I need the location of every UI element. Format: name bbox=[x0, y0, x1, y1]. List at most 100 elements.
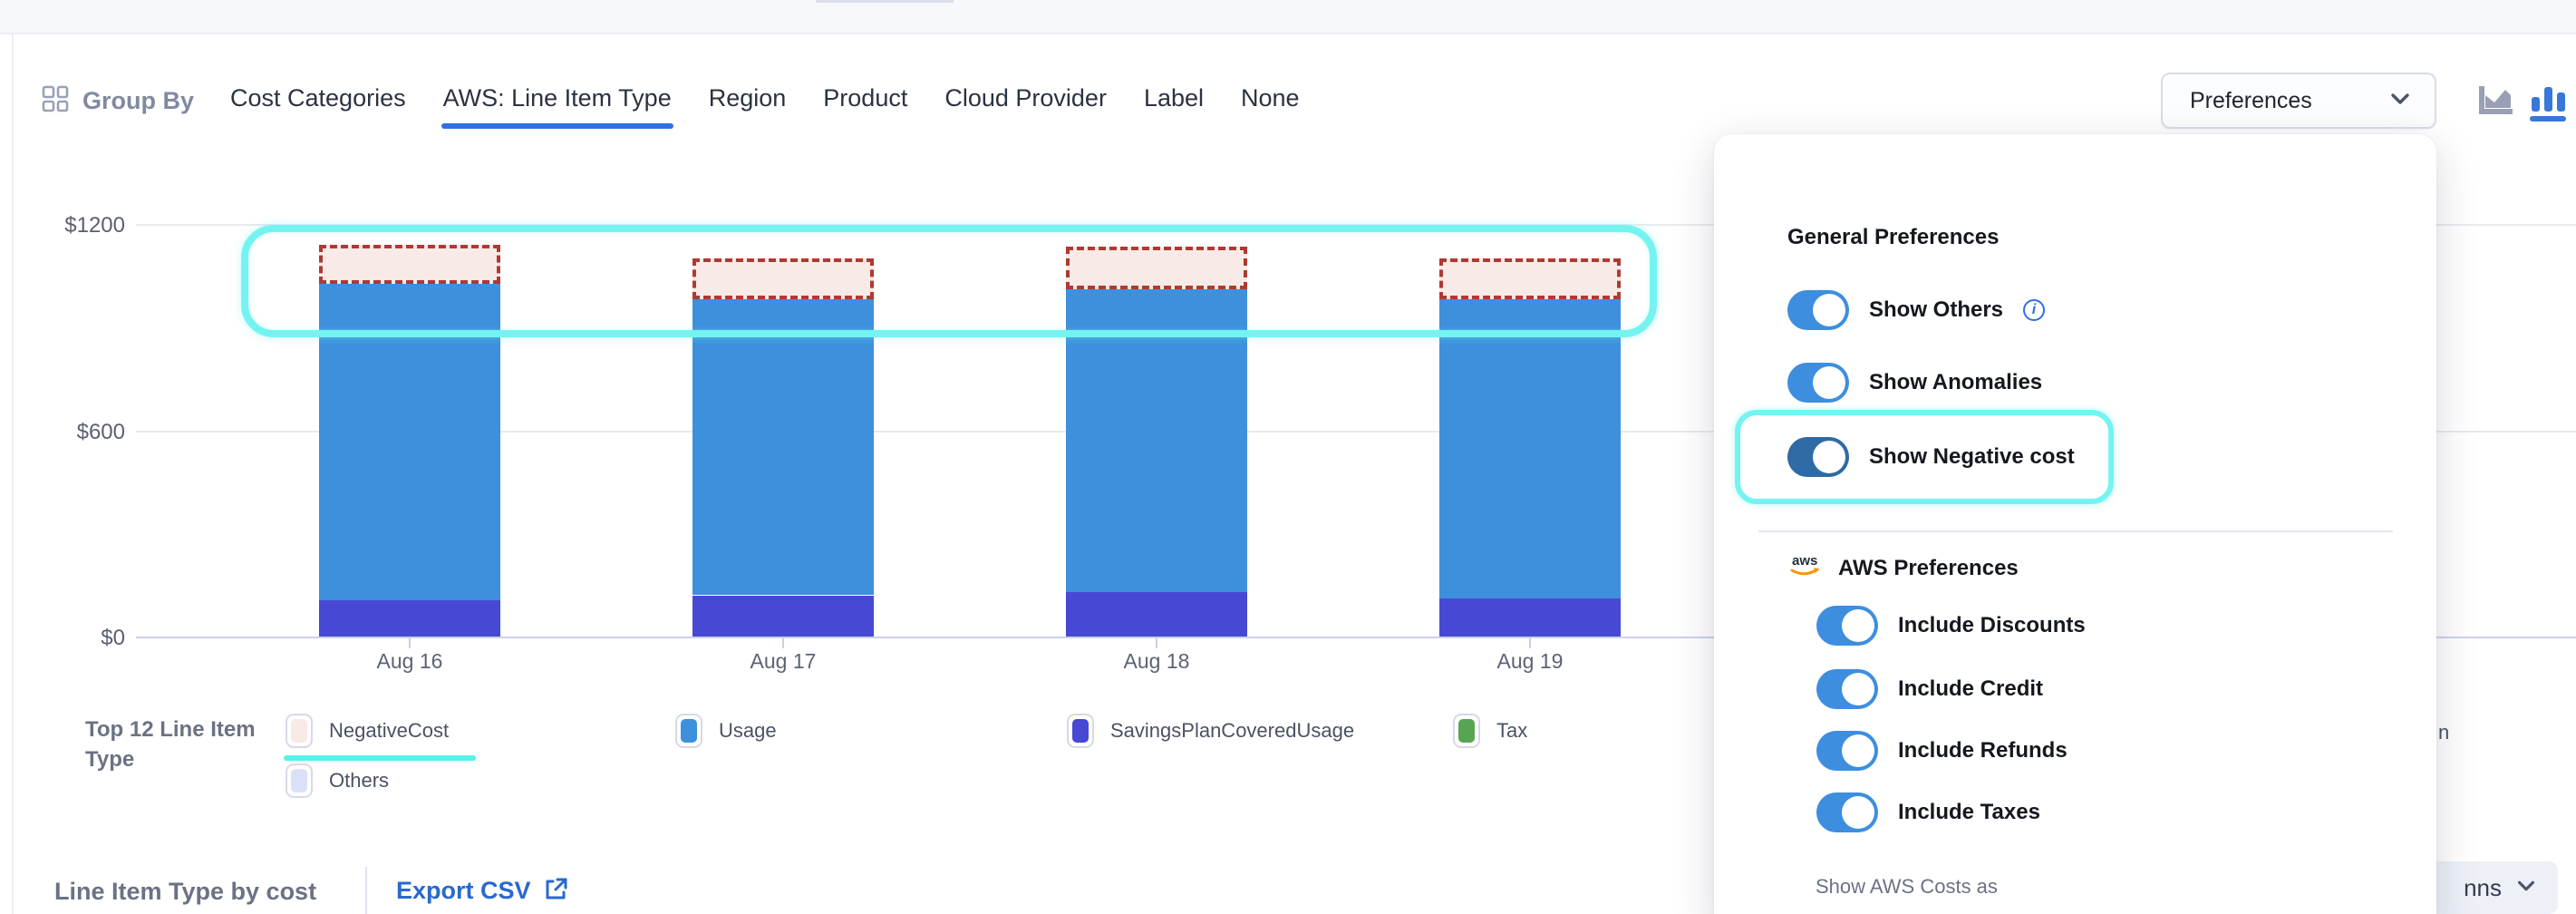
toggle-show-others[interactable] bbox=[1787, 290, 1849, 330]
toggle-label: Include Refunds bbox=[1898, 738, 2068, 763]
legend-item-label: Others bbox=[329, 769, 390, 792]
preferences-button-label: Preferences bbox=[2190, 87, 2312, 113]
legend-swatch bbox=[1067, 714, 1094, 748]
x-tick-label: Aug 19 bbox=[1496, 649, 1564, 673]
export-csv-label: Export CSV bbox=[396, 877, 531, 904]
preferences-panel: General Preferences Show Others i Show Ano… bbox=[1714, 134, 2436, 914]
grid-icon bbox=[41, 84, 70, 118]
legend-swatch-fill bbox=[1458, 719, 1475, 743]
bar-chart-icon[interactable] bbox=[2527, 81, 2569, 122]
bar-segment-negativecost[interactable] bbox=[1066, 246, 1247, 290]
group-by: Group By bbox=[41, 73, 194, 129]
tab-cost-categories[interactable]: Cost Categories bbox=[230, 83, 406, 112]
columns-button-label: nns bbox=[2464, 873, 2502, 901]
legend-item-savingsplancoveredusage[interactable]: SavingsPlanCoveredUsage bbox=[1067, 714, 1354, 748]
toggle-show-anomalies[interactable] bbox=[1787, 363, 1849, 403]
tab-none[interactable]: None bbox=[1241, 83, 1300, 112]
bar-segment-usage[interactable] bbox=[1066, 289, 1247, 592]
x-axis-line bbox=[136, 637, 2576, 638]
toggle-row-include-taxes: Include Taxes bbox=[1816, 792, 2040, 832]
legend-item-usage[interactable]: Usage bbox=[675, 714, 777, 748]
legend-item-others[interactable]: Others bbox=[286, 763, 389, 798]
gridline-600 bbox=[136, 431, 2576, 433]
tab-aws-line-item-type[interactable]: AWS: Line Item Type bbox=[441, 81, 673, 129]
bar-segment-savingsplancoveredusage[interactable] bbox=[319, 600, 500, 637]
legend-item-label: NegativeCost bbox=[329, 719, 450, 742]
x-axis-tick bbox=[782, 637, 784, 648]
x-axis-tick bbox=[1529, 637, 1531, 648]
tab-label[interactable]: Label bbox=[1143, 83, 1205, 112]
toggle-include-credit[interactable] bbox=[1816, 669, 1878, 709]
legend-swatch-fill bbox=[291, 769, 307, 792]
bar-segment-savingsplancoveredusage[interactable] bbox=[1066, 591, 1247, 637]
legend-swatch bbox=[1453, 714, 1480, 748]
toggle-label: Show Others bbox=[1869, 297, 2004, 322]
x-tick-label: Aug 18 bbox=[1123, 649, 1190, 673]
bar-segment-negativecost[interactable] bbox=[692, 258, 874, 300]
tab-cloud-provider[interactable]: Cloud Provider bbox=[944, 83, 1107, 112]
legend-item-negativecost[interactable]: NegativeCost bbox=[286, 714, 449, 748]
toggle-row-show-anomalies: Show Anomalies bbox=[1787, 363, 2042, 403]
external-link-icon bbox=[542, 875, 569, 907]
svg-text:aws: aws bbox=[1792, 553, 1817, 569]
legend-partial-item: n bbox=[2438, 721, 2450, 744]
legend-title: Top 12 Line Item Type bbox=[85, 717, 256, 772]
area-chart-icon[interactable] bbox=[2474, 81, 2516, 122]
legend-swatch bbox=[675, 714, 702, 748]
footer-divider bbox=[365, 867, 367, 914]
legend-item-label: SavingsPlanCoveredUsage bbox=[1110, 719, 1355, 742]
bar-segment-savingsplancoveredusage[interactable] bbox=[1439, 598, 1621, 637]
toggle-label: Show Negative cost bbox=[1869, 444, 2075, 469]
toggle-show-negative-cost[interactable] bbox=[1787, 437, 1849, 477]
tab-region[interactable]: Region bbox=[708, 83, 787, 112]
active-tab-underline bbox=[441, 122, 673, 129]
chevron-down-icon bbox=[2514, 874, 2538, 902]
y-tick-label-0: $0 bbox=[101, 626, 125, 650]
x-tick-label: Aug 17 bbox=[750, 649, 817, 673]
toggle-label: Show Anomalies bbox=[1869, 370, 2043, 394]
bar-segment-usage[interactable] bbox=[692, 299, 874, 596]
bar-segment-negativecost[interactable] bbox=[1439, 258, 1621, 300]
bar-segment-usage[interactable] bbox=[1439, 299, 1621, 599]
toggle-include-taxes[interactable] bbox=[1816, 792, 1878, 832]
card-left-border bbox=[12, 34, 14, 914]
preferences-button[interactable]: Preferences bbox=[2161, 73, 2436, 129]
toggle-label: Include Credit bbox=[1898, 676, 2044, 701]
chart-highlight-annotation bbox=[241, 225, 1657, 337]
toggle-include-discounts[interactable] bbox=[1816, 606, 1878, 646]
top-notch-line bbox=[816, 0, 954, 3]
toggle-label: Include Discounts bbox=[1898, 613, 2086, 637]
toggle-row-show-negative-cost: Show Negative cost bbox=[1787, 437, 2075, 477]
info-icon[interactable]: i bbox=[2023, 299, 2046, 321]
bar-segment-negativecost[interactable] bbox=[319, 244, 500, 285]
bar-segment-savingsplancoveredusage[interactable] bbox=[692, 595, 874, 637]
top-strip bbox=[0, 0, 2576, 34]
y-tick-label-1200: $1200 bbox=[64, 213, 125, 238]
legend-item-label: Usage bbox=[719, 719, 777, 742]
legend-swatch bbox=[286, 763, 313, 798]
legend-item-label: Tax bbox=[1496, 719, 1528, 742]
x-axis-tick bbox=[1156, 637, 1157, 648]
aws-logo-icon: aws bbox=[1787, 551, 1827, 585]
toggle-include-refunds[interactable] bbox=[1816, 731, 1878, 771]
group-by-label: Group By bbox=[82, 86, 195, 114]
legend-item-tax[interactable]: Tax bbox=[1453, 714, 1527, 748]
toggle-row-show-others: Show Others i bbox=[1787, 290, 2046, 330]
section-title: Line Item Type by cost bbox=[54, 878, 317, 905]
export-csv-link[interactable]: Export CSV bbox=[396, 875, 569, 907]
aws-preferences-header: aws AWS Preferences bbox=[1787, 551, 2019, 585]
legend-swatch-fill bbox=[1072, 719, 1089, 743]
chevron-down-icon bbox=[2387, 86, 2413, 116]
tab-product[interactable]: Product bbox=[823, 83, 908, 112]
toggle-row-include-refunds: Include Refunds bbox=[1816, 731, 2068, 771]
show-aws-costs-as-label: Show AWS Costs as bbox=[1816, 875, 1998, 898]
aws-preferences-heading: AWS Preferences bbox=[1838, 555, 2019, 580]
general-preferences-heading: General Preferences bbox=[1787, 225, 2000, 249]
legend-swatch-fill bbox=[291, 719, 307, 743]
y-tick-label-600: $600 bbox=[76, 420, 125, 444]
toggle-row-include-credit: Include Credit bbox=[1816, 669, 2043, 709]
x-tick-label: Aug 16 bbox=[376, 649, 443, 673]
legend-swatch bbox=[286, 714, 313, 748]
legend-swatch-fill bbox=[681, 719, 697, 743]
